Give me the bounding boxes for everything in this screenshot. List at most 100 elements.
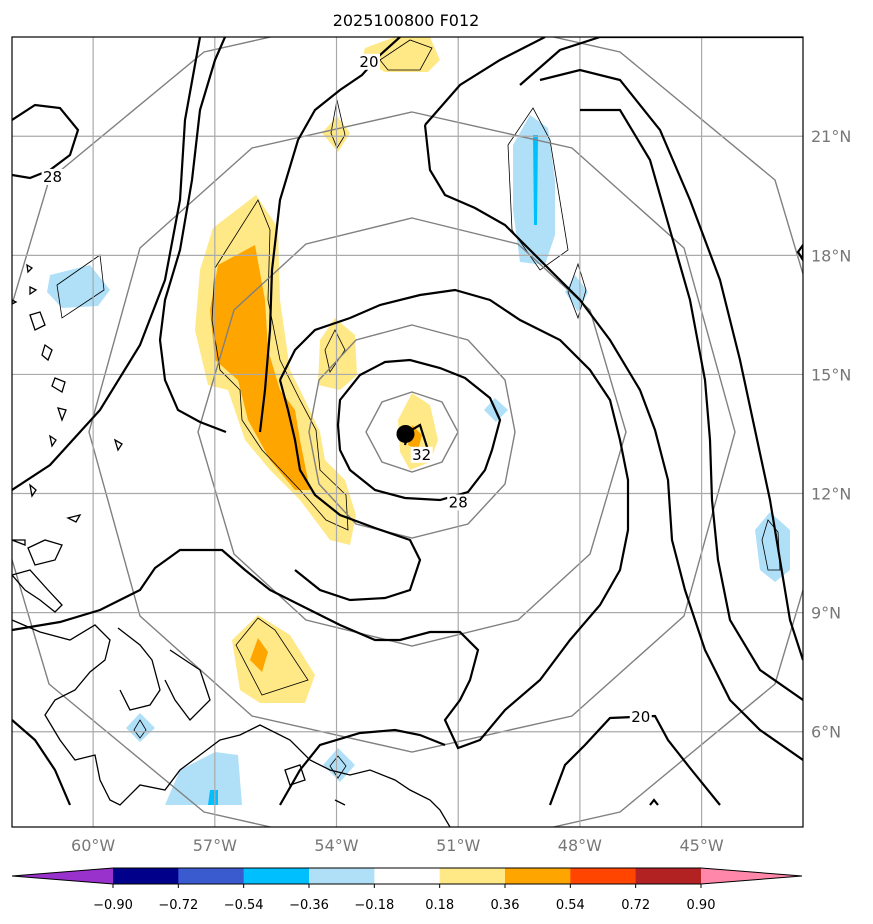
contour-20-east: [424, 37, 546, 126]
contour-label-2: 32: [412, 446, 431, 464]
contour-20-outer-west: [12, 103, 80, 180]
island-5: [49, 434, 57, 448]
colorbar-label-0: −0.90: [93, 898, 133, 913]
outline-positive-south: [235, 617, 309, 696]
contour-20-northeast-band: [539, 68, 803, 661]
range-ring-1: [365, 391, 459, 473]
colorbar-label-9: 0.90: [687, 898, 716, 913]
colorbar-cell-5: [439, 868, 506, 884]
negative-anomaly-coast: [323, 748, 355, 782]
colorbar-label-8: 0.72: [621, 898, 650, 913]
contour-28-northeast: [423, 124, 803, 761]
lon-label-3: 51°W: [436, 836, 480, 855]
coastline-delta: [164, 649, 211, 721]
lon-label-4: 48°W: [558, 836, 602, 855]
lon-label-0: 60°W: [71, 836, 115, 855]
range-rings: [12, 37, 803, 827]
negative-anomaly-west: [47, 265, 110, 308]
positive-anomaly-south-core: [250, 638, 268, 672]
island-11: [66, 513, 82, 523]
contour-20-northeast-inner: [580, 108, 803, 701]
lat-label-0: 6°N: [811, 723, 841, 742]
island-13: [27, 539, 63, 566]
colorbar-cell-1: [178, 868, 245, 884]
pressure-contours: [12, 37, 803, 806]
contour-south-tick: [649, 798, 659, 806]
outline-positive-mid: [324, 329, 346, 373]
colorbar-label-2: −0.54: [224, 898, 264, 913]
contour-20-far-east: [519, 37, 803, 86]
colorbar-label-3: −0.36: [289, 898, 329, 913]
contour-east-edge: [796, 243, 803, 263]
negative-anomaly-far-east: [755, 512, 790, 582]
coastline-cape: [284, 764, 306, 786]
outline-negative-sw-small: [133, 719, 147, 739]
island-9: [12, 299, 18, 305]
island-14: [12, 569, 63, 613]
contour-label-bg-2: [410, 446, 433, 463]
colorbar-label-5: 0.18: [425, 898, 454, 913]
outline-negative-east: [567, 262, 587, 320]
colorbar-extend-low: [12, 868, 113, 884]
coastline-south-america: [12, 619, 451, 827]
lon-label-1: 57°W: [193, 836, 237, 855]
contour-label-bg-0: [357, 53, 380, 70]
outline-negative-coast: [329, 755, 347, 779]
negative-anomaly-south-bottom: [165, 752, 242, 805]
colorbar-cell-7: [570, 868, 637, 884]
colorbar-label-7: 0.54: [556, 898, 585, 913]
range-ring-3: [197, 217, 627, 647]
island-10: [29, 483, 37, 498]
island-7: [26, 263, 34, 274]
positive-anomaly-south: [232, 615, 315, 703]
colorbar-label-1: −0.72: [158, 898, 198, 913]
contour-label-1: 28: [43, 168, 62, 186]
outline-negative-far-east: [761, 519, 781, 571]
contour-28-inner: [336, 358, 502, 502]
range-ring-4: [88, 111, 736, 753]
negative-anomaly-sw-small: [126, 713, 155, 742]
lat-label-2: 12°N: [811, 485, 851, 504]
map-frame: [11, 36, 804, 828]
coastline-trinidad: [117, 627, 161, 711]
contour-20: [158, 37, 227, 434]
contour-label-3: 28: [449, 493, 468, 511]
positive-anomaly-top: [362, 37, 440, 72]
contour-south-mid: [279, 728, 446, 806]
positive-anomaly-core: [210, 245, 310, 490]
negative-anomaly-northeast-core: [533, 135, 538, 225]
negative-anomaly-south-bottom-core: [208, 790, 218, 805]
contour-label-0: 20: [359, 53, 378, 71]
island-8: [29, 285, 38, 296]
contour-label-bg-3: [447, 494, 470, 511]
colorbar-cell-0: [113, 868, 179, 884]
outline-negative-northeast: [507, 107, 569, 271]
shaded-fields: [47, 37, 790, 805]
contour-labels: 20 28 32 28 20: [41, 53, 652, 726]
island-1: [29, 311, 46, 331]
contour-label-bg-4: [629, 708, 652, 725]
lon-label-5: 45°W: [679, 836, 723, 855]
chart-title: 2025100800 F012: [333, 11, 480, 30]
island-2: [41, 343, 53, 362]
contour-28-inner-west: [278, 379, 422, 602]
storm-center-marker: [396, 424, 415, 443]
island-3: [51, 377, 66, 393]
map-area: [12, 37, 803, 827]
contour-20-west: [12, 37, 202, 491]
contour-southwest: [12, 719, 72, 806]
latitude-labels: 6°N 9°N 12°N 15°N 18°N 21°N: [811, 127, 851, 741]
colorbar-cell-3: [309, 868, 375, 884]
island-12: [12, 539, 26, 546]
colorbar-cell-8: [635, 868, 702, 884]
colorbar-label-6: 0.36: [491, 898, 520, 913]
contour-28-middle: [12, 288, 630, 750]
coastline-small: [334, 799, 346, 806]
coastlines: [12, 263, 451, 827]
colorbar-extend-high: [701, 868, 802, 884]
lon-label-2: 54°W: [314, 836, 358, 855]
colorbar-labels: −0.90 −0.72 −0.54 −0.36 −0.18 0.18 0.36 0.54 0.7…: [93, 884, 715, 913]
colorbar: −0.90 −0.72 −0.54 −0.36 −0.18 0.18 0.36 0.54 0.7…: [11, 867, 803, 913]
colorbar-cell-2: [243, 868, 310, 884]
